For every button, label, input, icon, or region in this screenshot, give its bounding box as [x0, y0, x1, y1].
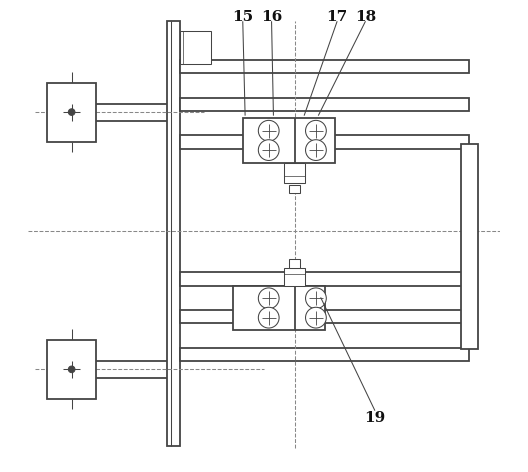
Circle shape	[306, 140, 326, 160]
Bar	[181, 31, 211, 64]
Circle shape	[306, 307, 326, 328]
Text: 16: 16	[261, 9, 282, 24]
Bar	[233, 286, 325, 330]
Bar	[289, 185, 300, 193]
Bar	[284, 163, 305, 183]
Circle shape	[258, 288, 279, 309]
Text: 17: 17	[326, 9, 348, 24]
Bar	[181, 135, 469, 149]
Bar	[181, 60, 469, 73]
Circle shape	[258, 120, 279, 141]
Circle shape	[68, 366, 75, 373]
Bar	[181, 348, 469, 361]
Circle shape	[258, 307, 279, 328]
Bar	[461, 144, 478, 349]
Text: 19: 19	[364, 411, 385, 425]
Circle shape	[306, 120, 326, 141]
Bar	[284, 268, 305, 286]
Bar	[47, 340, 97, 399]
Circle shape	[258, 140, 279, 160]
Text: 15: 15	[232, 9, 253, 24]
Circle shape	[306, 288, 326, 309]
Bar	[47, 83, 97, 142]
Bar	[181, 98, 469, 111]
Bar	[243, 118, 335, 163]
Circle shape	[68, 109, 75, 115]
Bar	[289, 259, 300, 268]
Bar	[167, 21, 181, 446]
Bar	[181, 272, 469, 286]
Bar	[181, 310, 469, 323]
Text: 18: 18	[355, 9, 376, 24]
